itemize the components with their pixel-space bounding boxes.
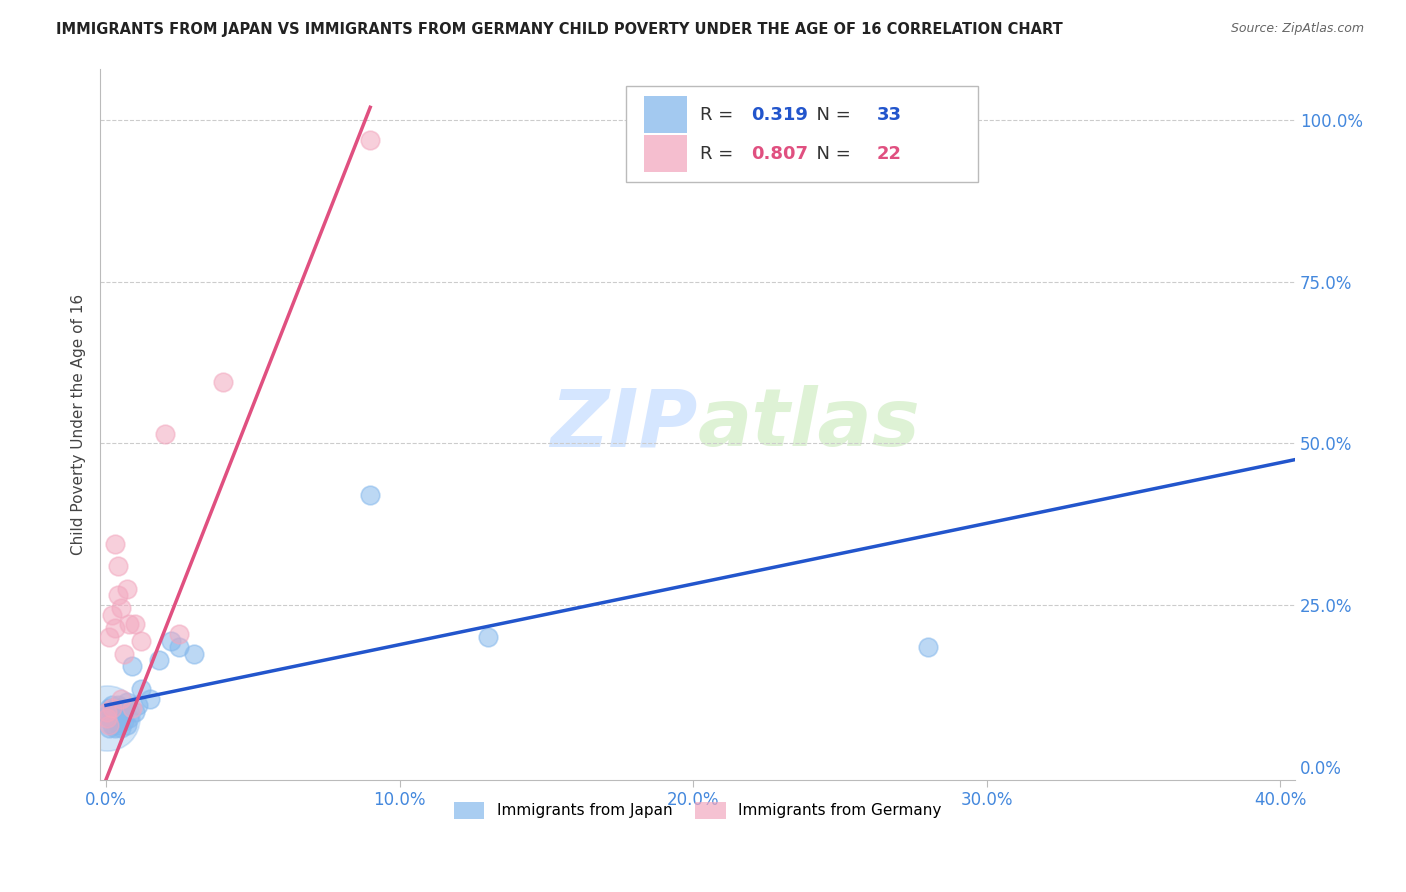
Point [359,488,381,502]
Y-axis label: Child Poverty Under the Age of 16: Child Poverty Under the Age of 16 [72,293,86,555]
Point [148,653,170,667]
Point [107,698,129,713]
Point [107,559,129,574]
FancyBboxPatch shape [644,96,686,133]
Point [96,705,118,719]
Point [112,647,135,661]
Point [107,588,129,602]
Point [104,621,127,635]
Point [112,714,135,729]
Point [101,698,124,713]
Text: IMMIGRANTS FROM JAPAN VS IMMIGRANTS FROM GERMANY CHILD POVERTY UNDER THE AGE OF : IMMIGRANTS FROM JAPAN VS IMMIGRANTS FROM… [56,22,1063,37]
Point [107,708,129,723]
Point [169,640,191,654]
Point [107,717,129,731]
Point [183,647,205,661]
Point [110,691,132,706]
Point [104,721,127,735]
Text: 0.807: 0.807 [751,145,808,163]
Text: 33: 33 [877,106,901,124]
Text: R =: R = [700,145,740,163]
Point [127,698,149,713]
Point [112,705,135,719]
Point [97,717,120,731]
Point [359,133,381,147]
Point [153,426,176,441]
Point [115,717,138,731]
Text: atlas: atlas [697,385,921,463]
Point [110,701,132,715]
Point [159,633,181,648]
Point [917,640,939,654]
Point [124,617,146,632]
Point [96,711,118,725]
Point [101,607,124,622]
Text: Source: ZipAtlas.com: Source: ZipAtlas.com [1230,22,1364,36]
Point [101,708,124,723]
Text: 0.319: 0.319 [751,106,808,124]
Point [129,682,152,697]
Point [100,711,122,725]
Point [96,711,118,725]
Point [97,701,120,715]
Legend: Immigrants from Japan, Immigrants from Germany: Immigrants from Japan, Immigrants from G… [447,796,948,825]
Point [110,721,132,735]
Point [96,708,118,723]
Point [104,701,127,715]
Point [118,711,141,725]
Point [104,536,127,550]
Point [212,375,235,389]
Point [115,582,138,596]
Point [118,617,141,632]
Point [97,721,120,735]
Point [101,717,124,731]
Text: N =: N = [806,145,856,163]
Point [129,633,152,648]
Point [97,631,120,645]
Text: N =: N = [806,106,856,124]
FancyBboxPatch shape [626,87,979,182]
Point [115,695,138,709]
Point [121,659,143,673]
Text: R =: R = [700,106,740,124]
FancyBboxPatch shape [644,136,686,172]
Text: ZIP: ZIP [550,385,697,463]
Point [121,701,143,715]
Text: 22: 22 [877,145,901,163]
Point [104,711,127,725]
Point [110,711,132,725]
Point [124,705,146,719]
Point [169,627,191,641]
Point [101,701,124,715]
Point [477,631,499,645]
Point [139,691,162,706]
Point [110,601,132,615]
